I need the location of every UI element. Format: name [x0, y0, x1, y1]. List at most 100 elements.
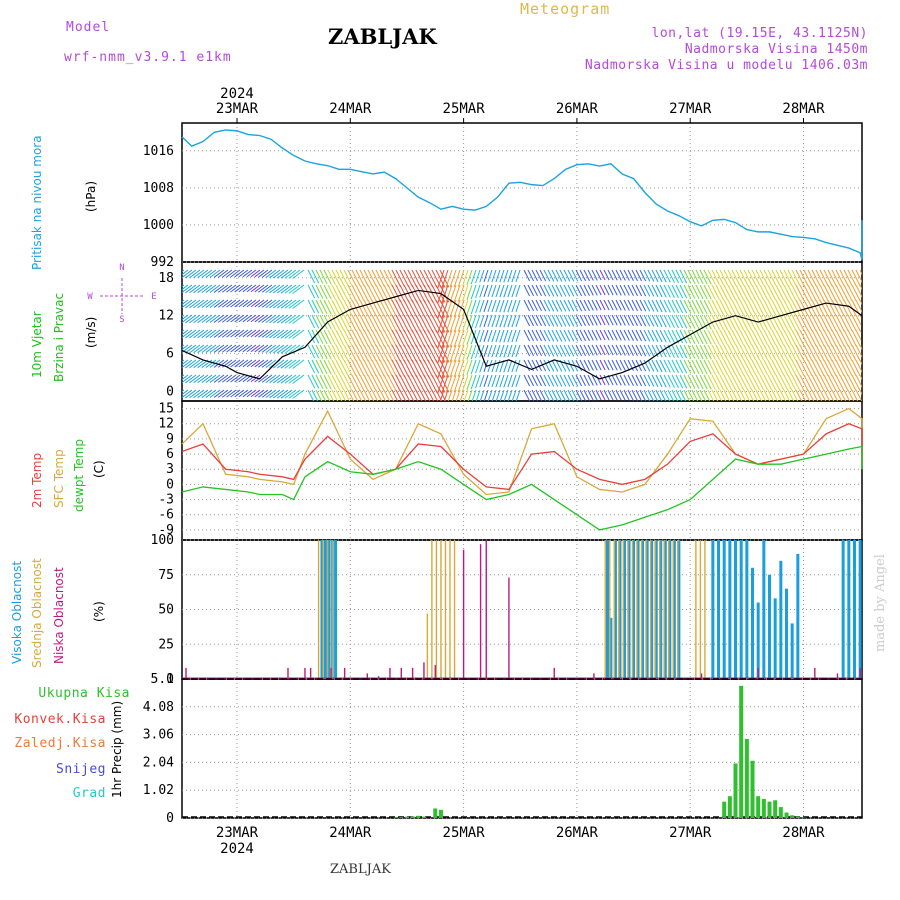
wind-barb	[258, 374, 269, 383]
mid-cloud-bar	[331, 540, 333, 679]
wind-barb	[683, 359, 692, 374]
wind-barb	[209, 314, 221, 323]
wind-barb	[276, 389, 289, 399]
wind-barb	[230, 344, 241, 353]
wind-barb	[599, 389, 606, 401]
low-cloud-bar	[859, 667, 861, 679]
wind-barb	[503, 269, 509, 283]
wind-barb	[567, 284, 575, 297]
wind-barb	[457, 374, 465, 392]
wind-barb	[627, 389, 634, 401]
high-cloud-bar	[728, 540, 732, 679]
mid-cloud-bar	[667, 540, 670, 679]
wind-barb	[543, 299, 551, 312]
wind-barb	[205, 284, 217, 293]
wind-barb	[527, 344, 534, 357]
wind-barb	[280, 329, 293, 339]
wind-barb	[391, 389, 399, 401]
wind-barb	[258, 299, 269, 308]
wind-barb	[531, 299, 538, 312]
x-tick-label-bottom: 27MAR	[669, 825, 712, 841]
wind-barb	[615, 329, 622, 341]
wind-barb	[651, 329, 659, 342]
wind-barb	[238, 269, 249, 278]
wind-barb	[783, 359, 793, 376]
wind-barb	[222, 284, 233, 293]
wind-barb	[839, 389, 847, 401]
wind-barb	[399, 284, 410, 303]
wind-barb	[499, 269, 505, 283]
wind-barb	[643, 329, 651, 342]
wind-barb	[543, 344, 551, 357]
wind-barb	[280, 284, 293, 294]
wind-barb	[523, 329, 531, 342]
wind-barb	[403, 374, 414, 393]
high-cloud-bar	[622, 540, 626, 679]
wind-barb	[261, 284, 273, 293]
precip-bar	[733, 763, 738, 818]
wind-barb	[831, 359, 841, 377]
wind-barb	[242, 329, 253, 338]
wind-barb	[379, 269, 389, 287]
wind-barb	[647, 389, 655, 401]
wind-barb	[258, 344, 269, 353]
wind-barb	[795, 299, 805, 316]
wind-barb	[807, 344, 817, 362]
wind-barb	[347, 314, 357, 331]
wind-barb	[751, 389, 759, 401]
wind-barb	[743, 299, 753, 316]
wind-barb	[475, 299, 481, 314]
wind-barb	[775, 389, 783, 401]
wind-barb	[307, 329, 316, 344]
wind-barb	[242, 389, 253, 398]
wind-barb	[351, 344, 361, 362]
wind-barb	[367, 374, 377, 392]
wind-barb	[855, 344, 862, 358]
y-tick-label: 1.02	[143, 783, 174, 798]
mid-cloud-bar	[645, 540, 647, 679]
wind-barb	[799, 389, 807, 401]
wind-barb	[222, 374, 233, 383]
wind-barb	[619, 374, 626, 386]
wind-barb	[331, 329, 341, 346]
wind-barb	[707, 269, 716, 285]
wind-barb	[855, 299, 862, 313]
wind-barb	[575, 359, 583, 372]
wind-barb	[731, 314, 741, 331]
wind-barb	[185, 359, 197, 369]
wind-barb	[363, 359, 373, 377]
wind-barb	[587, 344, 594, 356]
wind-barb	[193, 359, 205, 369]
precip-bar	[778, 807, 783, 818]
precip-bar	[433, 808, 438, 818]
wind-barb	[185, 269, 197, 279]
wind-barb	[209, 374, 221, 383]
wind-barb	[631, 314, 638, 327]
wind-barb	[217, 299, 229, 308]
wind-barb	[647, 284, 655, 297]
wind-barb	[479, 284, 485, 298]
wind-barb	[331, 284, 341, 301]
wind-barb	[347, 374, 357, 391]
wind-barb	[238, 299, 249, 308]
wind-barb	[539, 374, 547, 387]
high-cloud-bar	[677, 540, 681, 679]
wind-barb	[647, 329, 655, 342]
wind-barb	[307, 314, 316, 329]
wind-barb	[631, 359, 638, 372]
wind-barb	[335, 284, 345, 301]
wind-barb	[579, 284, 586, 297]
wind-barb	[395, 389, 403, 401]
wind-barb	[759, 359, 768, 376]
wind-barb	[719, 284, 729, 301]
wind-barb	[491, 284, 497, 298]
wind-barb	[323, 329, 332, 345]
wind-barb	[735, 359, 745, 376]
compass-w: W	[87, 292, 93, 302]
x-tick-label-bottom: 26MAR	[556, 825, 599, 841]
wind-barb	[635, 314, 643, 327]
wind-barb	[272, 329, 285, 339]
wind-barb	[311, 359, 320, 374]
wind-barb	[535, 389, 543, 401]
y-tick-label: -6	[158, 508, 174, 523]
